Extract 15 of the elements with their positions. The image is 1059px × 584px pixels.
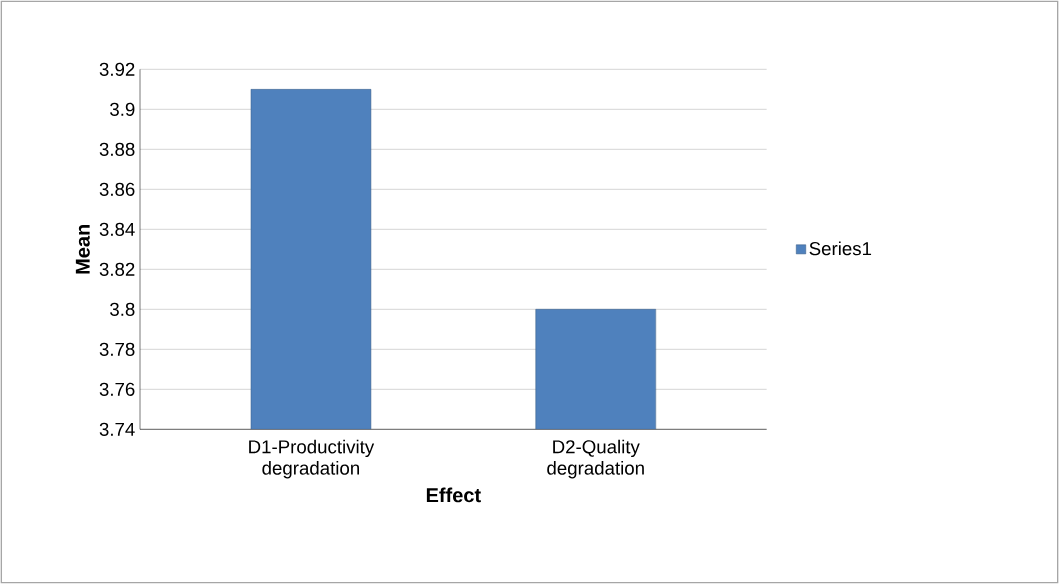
x-tick-label: D1-Productivity degradation <box>249 439 375 479</box>
x-axis-title: Effect <box>426 487 481 503</box>
y-tick-label: 3.76 <box>99 382 135 396</box>
x-tick-label: D2-Quality degradation <box>547 439 644 479</box>
y-tick-label: 3.74 <box>99 422 135 436</box>
y-tick-label: 3.9 <box>110 102 135 116</box>
y-tick-label: 3.92 <box>99 62 135 76</box>
y-axis-title: Mean <box>75 225 90 274</box>
y-tick-label: 3.78 <box>99 342 135 356</box>
y-tick-label: 3.8 <box>110 302 135 316</box>
y-tick-label: 3.88 <box>99 142 135 156</box>
legend-label: Series1 <box>809 241 872 256</box>
y-tick-label: 3.86 <box>99 182 135 196</box>
y-tick-label: 3.82 <box>99 262 135 276</box>
y-tick-label: 3.84 <box>99 222 135 236</box>
